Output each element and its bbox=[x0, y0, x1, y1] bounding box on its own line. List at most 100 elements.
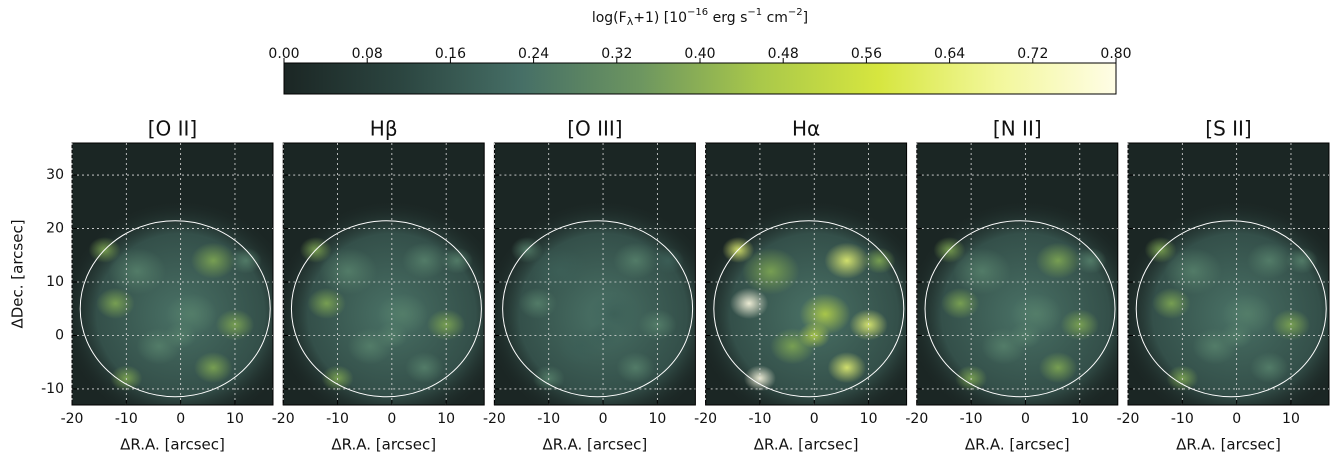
emission-map bbox=[1128, 143, 1329, 405]
x-tick-label: 0 bbox=[1232, 411, 1241, 427]
emission-knot bbox=[190, 242, 236, 279]
panel: -20 -10 0 10 Hα ΔR.A. [arcsec] bbox=[694, 117, 908, 454]
emission-map bbox=[705, 143, 907, 405]
colorbar-tick-label: 0.80 bbox=[1100, 46, 1131, 62]
x-tick-label: -10 bbox=[537, 411, 560, 427]
emission-knot bbox=[402, 242, 447, 279]
contour bbox=[79, 220, 271, 398]
colorbar-tick-label: 0.72 bbox=[1017, 46, 1048, 62]
emission-knot bbox=[1285, 247, 1318, 274]
x-tick-label: 0 bbox=[810, 411, 819, 427]
colorbar-tick-label: 0.48 bbox=[768, 46, 799, 62]
panel: -20 -10 0 10 [N II] ΔR.A. [arcsec] bbox=[905, 117, 1119, 454]
emission-knot bbox=[1152, 287, 1191, 320]
emission-knot bbox=[108, 247, 166, 295]
x-tick-label: -10 bbox=[1171, 411, 1194, 427]
x-tick-label: 10 bbox=[860, 411, 878, 427]
x-tick-label: -20 bbox=[694, 411, 717, 427]
colorbar-tick-label: 0.40 bbox=[684, 46, 715, 62]
emission-knot bbox=[652, 247, 685, 274]
colorbar-title-part: −16 bbox=[687, 7, 708, 18]
colorbar-title-part: +1) [10 bbox=[633, 10, 687, 26]
y-tick-label: 30 bbox=[46, 167, 64, 183]
x-tick-label: 0 bbox=[176, 411, 185, 427]
x-axis-label: ΔR.A. [arcsec] bbox=[331, 436, 436, 454]
colorbar-tick-label: 0.32 bbox=[601, 46, 632, 62]
emission-knot bbox=[1164, 247, 1222, 295]
x-tick-label: -10 bbox=[115, 411, 138, 427]
emission-knot bbox=[229, 247, 262, 274]
x-tick-label: 0 bbox=[387, 411, 396, 427]
emission-knot bbox=[1220, 322, 1253, 349]
panel: -20 -10 0 10 [O III] ΔR.A. [arcsec] bbox=[483, 117, 696, 454]
panel-title: [N II] bbox=[993, 117, 1042, 141]
emission-knot bbox=[194, 351, 233, 384]
y-tick-label: 10 bbox=[46, 274, 64, 290]
x-tick-label: 0 bbox=[1021, 411, 1030, 427]
panel-title: [S II] bbox=[1205, 117, 1251, 141]
emission-knot bbox=[741, 247, 800, 295]
emission-knot bbox=[798, 322, 831, 349]
contour bbox=[290, 220, 482, 398]
y-tick-label: 20 bbox=[46, 221, 64, 237]
x-tick-label: -10 bbox=[960, 411, 983, 427]
x-tick-label: -20 bbox=[61, 411, 84, 427]
x-tick-label: 10 bbox=[1282, 411, 1300, 427]
emission-knot bbox=[824, 242, 870, 279]
colorbar-title-part: −1 bbox=[747, 7, 762, 18]
x-tick-label: -20 bbox=[483, 411, 506, 427]
emission-knot bbox=[530, 247, 589, 295]
colorbar-title-part: ] bbox=[803, 10, 808, 26]
panel-title: [O III] bbox=[567, 117, 622, 141]
colorbar-tick-label: 0.08 bbox=[352, 46, 383, 62]
y-tick-label: -10 bbox=[41, 381, 64, 397]
emission-map bbox=[916, 143, 1118, 405]
colorbar-title-part: λ bbox=[627, 15, 634, 28]
panel-title: Hβ bbox=[370, 117, 398, 141]
emission-knot bbox=[518, 287, 558, 320]
emission-knot bbox=[1035, 242, 1081, 279]
x-tick-label: 10 bbox=[648, 411, 666, 427]
emission-knot bbox=[953, 247, 1011, 295]
contour bbox=[502, 220, 694, 398]
contour bbox=[924, 220, 1116, 398]
y-axis-label: ΔDec. [arcsec] bbox=[9, 219, 27, 328]
emission-knot bbox=[729, 287, 769, 320]
x-axis-label: ΔR.A. [arcsec] bbox=[965, 436, 1070, 454]
emission-knot bbox=[1246, 242, 1292, 279]
emission-knot bbox=[375, 322, 408, 349]
panel: -20 -10 0 10 [S II] ΔR.A. [arcsec] bbox=[1117, 117, 1330, 454]
emission-knot bbox=[307, 287, 346, 320]
colorbar-tick-label: 0.56 bbox=[851, 46, 882, 62]
emission-knot bbox=[319, 247, 378, 295]
x-axis-label: ΔR.A. [arcsec] bbox=[120, 436, 225, 454]
y-tick-label: 0 bbox=[55, 327, 64, 343]
emission-knot bbox=[613, 242, 659, 279]
emission-knot bbox=[405, 351, 444, 384]
emission-knot bbox=[441, 247, 474, 274]
emission-knot bbox=[863, 247, 896, 274]
x-tick-label: -10 bbox=[326, 411, 349, 427]
colorbar-title-part: cm bbox=[762, 10, 788, 26]
emission-knot bbox=[1009, 322, 1042, 349]
emission-map bbox=[494, 143, 696, 405]
colorbar bbox=[283, 62, 1117, 95]
colorbar-tick-label: 0.64 bbox=[934, 46, 965, 62]
x-tick-label: 10 bbox=[1071, 411, 1089, 427]
emission-map bbox=[283, 143, 485, 405]
colorbar-title: log(Fλ+1) [10−16 erg s−1 cm−2] bbox=[592, 7, 808, 28]
contour bbox=[1135, 220, 1327, 398]
x-tick-label: 10 bbox=[226, 411, 244, 427]
x-axis-label: ΔR.A. [arcsec] bbox=[543, 436, 648, 454]
panel: -20 -10 0 10 -10 0 10 20 30 [O II] ΔR.A. [arcsec] Δ… bbox=[9, 117, 274, 454]
x-tick-label: 10 bbox=[437, 411, 455, 427]
emission-knot bbox=[1250, 351, 1289, 384]
x-tick-label: -20 bbox=[1117, 411, 1140, 427]
x-tick-label: 0 bbox=[599, 411, 608, 427]
x-tick-label: -20 bbox=[272, 411, 295, 427]
colorbar-title-part: log(F bbox=[592, 10, 627, 26]
colorbar-tick-label: 0.24 bbox=[518, 46, 549, 62]
x-tick-label: -10 bbox=[748, 411, 771, 427]
contour bbox=[713, 220, 905, 398]
emission-map bbox=[72, 143, 273, 405]
